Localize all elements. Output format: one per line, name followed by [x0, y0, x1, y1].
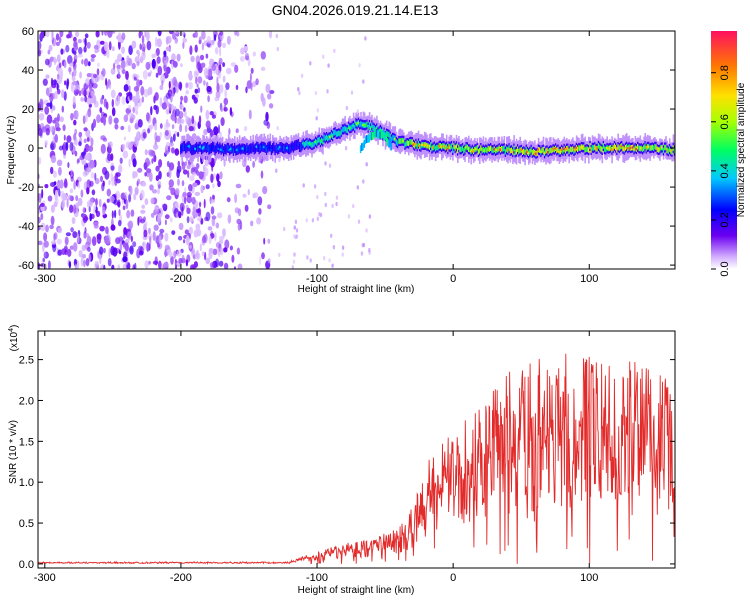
spectrogram-y-label: Frequency (Hz)	[6, 116, 17, 185]
colorbar-tick-label: 0.2	[719, 212, 731, 227]
x-tick-label: 100	[580, 273, 598, 285]
x-tick-label: 0	[450, 572, 456, 584]
spectrogram-x-label: Height of straight line (km)	[298, 284, 415, 295]
snr-y-ticks: 0.0 0.5 1.0 1.5 2.0 2.5	[19, 355, 675, 571]
snr-y-label: SNR (10 * v/v)	[8, 420, 19, 484]
y-tick-label: 0.5	[19, 518, 34, 530]
spectrogram-marks	[38, 31, 675, 269]
y-tick-label: 40	[22, 65, 34, 77]
colorbar-ticks: 0.0 0.2 0.4 0.6 0.8	[711, 65, 731, 277]
x-tick-label: -300	[34, 273, 56, 285]
snr-series-line	[38, 353, 675, 565]
x-tick-label: 0	[450, 273, 456, 285]
spectrogram-panel: -300 -200 -100 0 100 60 40 20 0 -20 -40 -60 Height…	[6, 26, 676, 295]
spectrogram-frame	[37, 30, 676, 270]
colorbar-tick-label: 0.0	[719, 261, 731, 276]
snr-marks	[38, 353, 675, 565]
y-tick-label: 2.5	[19, 355, 34, 367]
y-tick-label: 60	[22, 26, 34, 38]
colorbar-tick-label: 0.8	[719, 65, 731, 80]
y-tick-label: -40	[18, 221, 34, 233]
x-tick-label: -100	[306, 572, 328, 584]
x-tick-label: 100	[580, 572, 598, 584]
x-tick-label: -200	[170, 273, 192, 285]
snr-x-label: Height of straight line (km)	[298, 585, 415, 596]
snr-y-multiplier: (x104)	[8, 325, 20, 352]
x-tick-label: -300	[34, 572, 56, 584]
snr-panel: -300 -200 -100 0 100 0.0 0.5 1.0 1.5 2.0 2.5 Heig…	[8, 325, 676, 596]
colorbar-tick-label: 0.4	[719, 163, 731, 178]
snr-x-ticks: -300 -200 -100 0 100	[34, 331, 598, 584]
colorbar-label: Normalized spectral amplitude	[736, 82, 747, 217]
figure-title: GN04.2026.019.21.14.E13	[272, 2, 439, 18]
x-tick-label: -200	[170, 572, 192, 584]
colorbar-tick-label: 0.6	[719, 114, 731, 129]
y-tick-label: 1.0	[19, 477, 34, 489]
snr-frame	[37, 330, 676, 569]
y-tick-label: -60	[18, 260, 34, 272]
y-tick-label: 0.0	[19, 559, 34, 571]
y-tick-label: 2.0	[19, 395, 34, 407]
colorbar: 0.0 0.2 0.4 0.6 0.8 Normalized spectral ampl…	[711, 31, 747, 277]
x-tick-label: -100	[306, 273, 328, 285]
spectral-ridge	[180, 111, 675, 166]
y-tick-label: -20	[18, 182, 34, 194]
colorbar-gradient	[711, 31, 737, 269]
spectrogram-y-ticks: 60 40 20 0 -20 -40 -60	[18, 26, 675, 272]
spectrogram-x-ticks: -300 -200 -100 0 100	[34, 31, 598, 285]
y-tick-label: 0	[28, 143, 34, 155]
y-tick-label: 20	[22, 104, 34, 116]
y-tick-label: 1.5	[19, 436, 34, 448]
